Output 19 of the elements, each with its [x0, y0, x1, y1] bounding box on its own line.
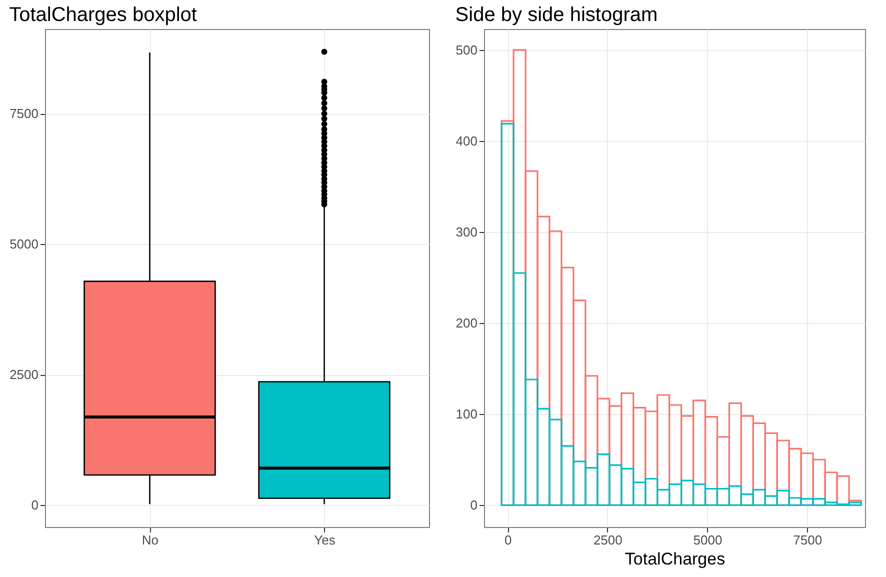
chart-title: TotalCharges boxplot — [9, 4, 198, 26]
x-tick-label: 5000 — [693, 532, 722, 548]
chart-title: Side by side histogram — [455, 4, 658, 26]
x-tick-label: Yes — [314, 532, 336, 548]
y-tick-label: 0 — [31, 498, 38, 513]
x-axis-title: TotalCharges — [624, 550, 726, 568]
y-tick-label: 100 — [456, 406, 478, 422]
x-tick-label: 0 — [504, 532, 512, 548]
x-tick-label: 7500 — [793, 532, 822, 548]
y-tick-label: 300 — [456, 224, 478, 240]
y-tick-label: 400 — [456, 133, 478, 148]
y-tick-label: 200 — [456, 316, 478, 331]
y-tick-label: 0 — [470, 498, 478, 513]
y-tick-label: 5000 — [10, 236, 38, 252]
x-tick-label: No — [142, 532, 159, 548]
y-tick-label: 7500 — [10, 106, 38, 122]
y-tick-label: 500 — [456, 42, 478, 58]
y-tick-label: 2500 — [10, 367, 38, 382]
x-tick-label: 2500 — [593, 532, 622, 548]
